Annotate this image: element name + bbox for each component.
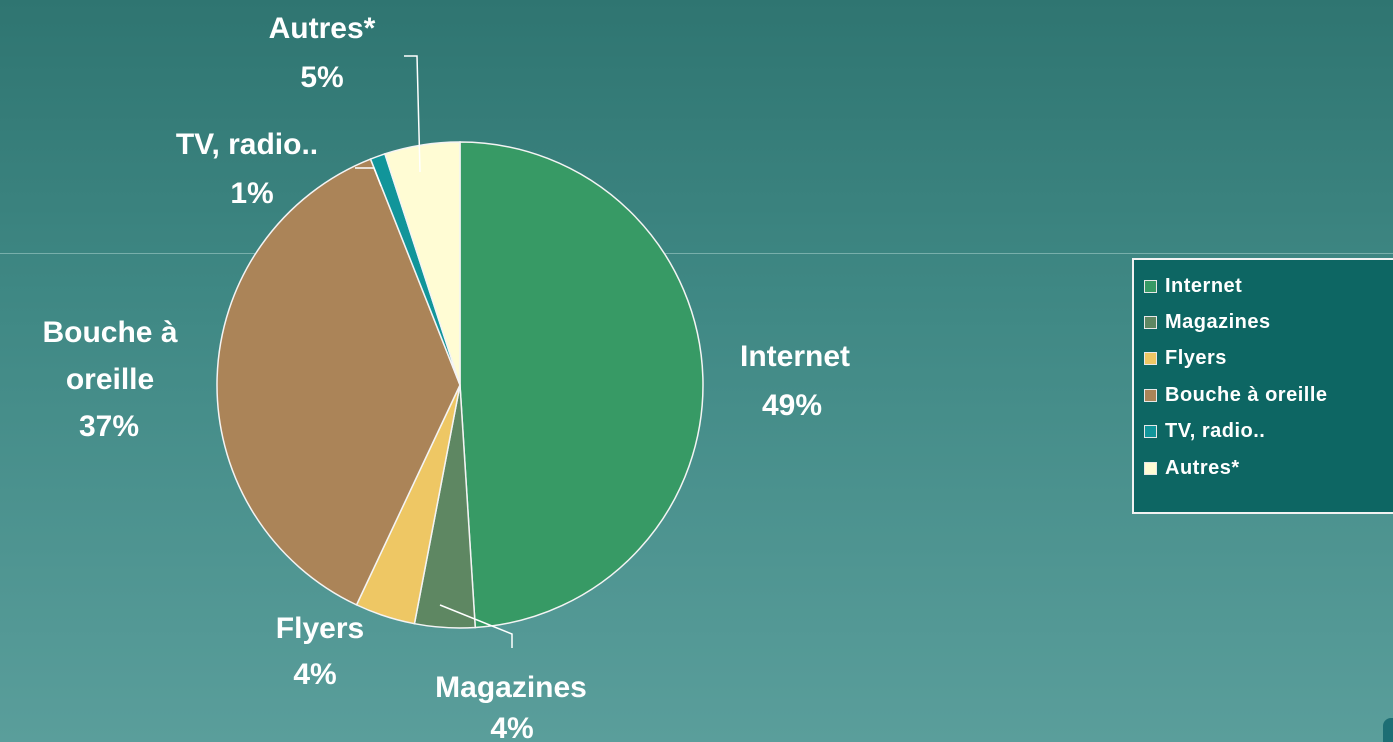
- label-internet-name: Internet: [740, 340, 850, 373]
- label-bouche-line2: oreille: [66, 363, 154, 396]
- label-internet-percent: 49%: [762, 389, 822, 422]
- legend-label-autres: Autres*: [1165, 456, 1240, 479]
- label-tvradio-name: TV, radio..: [176, 128, 318, 161]
- leader-line-autres: [404, 55, 421, 173]
- legend-item-bouche: Bouche à oreille: [1144, 377, 1393, 413]
- label-magazines-percent: 4%: [490, 712, 533, 742]
- legend-swatch-magazines: [1144, 316, 1157, 330]
- legend-item-internet: Internet: [1144, 268, 1393, 304]
- label-tvradio-percent: 1%: [230, 177, 273, 210]
- corner-decoration: [1383, 718, 1393, 742]
- label-bouche-line1: Bouche à: [42, 316, 177, 349]
- horizontal-rule: [0, 253, 1393, 254]
- leader-line-tvradio: [355, 167, 382, 187]
- legend-item-autres: Autres*: [1144, 450, 1393, 486]
- label-autres-name: Autres*: [269, 12, 376, 45]
- legend-label-tvradio: TV, radio..: [1165, 420, 1266, 443]
- legend-swatch-internet: [1144, 279, 1157, 293]
- label-magazines-name: Magazines: [435, 671, 587, 704]
- pie-slices: [216, 141, 704, 629]
- label-bouche-percent: 37%: [79, 410, 139, 443]
- legend-item-flyers: Flyers: [1144, 341, 1393, 377]
- legend-label-internet: Internet: [1165, 274, 1243, 297]
- legend-label-flyers: Flyers: [1165, 347, 1227, 370]
- legend-item-magazines: Magazines: [1144, 304, 1393, 340]
- label-flyers-name: Flyers: [276, 612, 364, 645]
- legend-swatch-bouche: [1144, 388, 1157, 402]
- label-autres-percent: 5%: [300, 61, 343, 94]
- legend-swatch-tvradio: [1144, 425, 1157, 439]
- chart-legend: Internet Magazines Flyers Bouche à oreil…: [1132, 258, 1393, 514]
- pie-slice-bouche: [216, 158, 461, 606]
- legend-swatch-autres: [1144, 461, 1157, 475]
- legend-swatch-flyers: [1144, 352, 1157, 366]
- legend-item-tvradio: TV, radio..: [1144, 414, 1393, 450]
- legend-label-magazines: Magazines: [1165, 311, 1271, 334]
- pie-slice-autres: [383, 141, 461, 386]
- pie-slice-internet: [459, 141, 704, 629]
- legend-label-bouche: Bouche à oreille: [1165, 383, 1328, 406]
- leader-line-magazines: [439, 604, 513, 648]
- label-flyers-percent: 4%: [293, 658, 336, 691]
